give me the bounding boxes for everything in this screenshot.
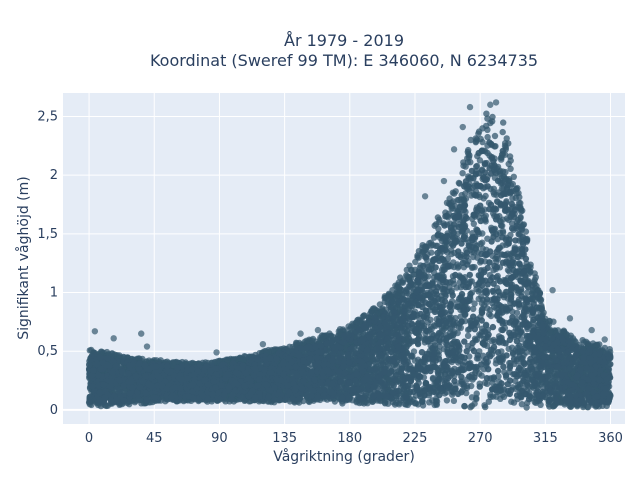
data-point xyxy=(497,395,504,402)
data-point xyxy=(487,312,495,320)
data-point xyxy=(381,293,389,300)
data-point xyxy=(522,228,530,235)
data-point xyxy=(427,242,435,249)
data-point xyxy=(427,316,434,323)
data-point xyxy=(396,401,403,408)
data-point xyxy=(471,300,478,307)
data-point xyxy=(450,397,458,405)
data-point xyxy=(473,242,481,249)
data-point xyxy=(518,401,526,408)
data-point xyxy=(88,346,95,354)
data-point xyxy=(507,157,514,164)
data-point xyxy=(467,159,474,166)
data-point xyxy=(527,261,534,268)
data-point xyxy=(454,264,462,271)
data-point xyxy=(471,400,478,407)
data-point xyxy=(419,244,426,251)
data-point xyxy=(448,203,456,210)
data-point xyxy=(490,185,498,192)
data-point xyxy=(473,390,480,397)
data-point xyxy=(331,398,339,405)
data-point xyxy=(488,338,495,345)
data-point xyxy=(135,355,143,362)
data-point xyxy=(484,133,491,141)
data-point xyxy=(579,337,586,344)
data-point xyxy=(468,394,476,401)
data-points xyxy=(85,110,614,411)
data-point xyxy=(483,110,490,117)
data-point xyxy=(444,212,451,220)
data-point xyxy=(546,318,553,325)
data-point xyxy=(469,253,477,261)
data-point xyxy=(499,128,506,136)
data-point xyxy=(500,119,507,126)
data-point xyxy=(440,326,448,333)
data-point xyxy=(412,258,419,266)
data-point xyxy=(524,289,531,296)
data-point xyxy=(406,399,414,406)
data-point xyxy=(462,163,469,170)
data-point xyxy=(512,194,519,202)
data-point xyxy=(236,354,244,362)
data-point xyxy=(482,322,490,329)
data-point xyxy=(457,284,465,291)
data-point xyxy=(427,323,435,330)
data-point xyxy=(510,173,517,180)
data-point xyxy=(429,374,437,382)
data-point xyxy=(464,342,472,350)
data-point xyxy=(412,400,420,407)
data-point xyxy=(399,277,407,284)
data-point xyxy=(487,393,494,401)
data-point xyxy=(513,185,520,193)
data-point xyxy=(482,192,489,200)
data-point xyxy=(499,242,506,249)
data-point xyxy=(584,404,592,411)
data-point xyxy=(320,332,327,339)
data-point xyxy=(483,380,491,387)
data-point xyxy=(447,279,454,286)
data-point xyxy=(523,404,530,411)
data-point xyxy=(376,301,384,308)
data-point xyxy=(486,259,493,266)
data-point xyxy=(505,176,513,183)
data-point xyxy=(353,319,360,326)
data-point xyxy=(508,344,516,351)
data-point xyxy=(498,185,506,192)
data-point xyxy=(497,167,504,174)
data-point xyxy=(443,397,451,404)
data-point xyxy=(452,188,459,195)
data-point xyxy=(385,376,392,383)
data-point xyxy=(491,132,499,140)
data-point xyxy=(339,326,347,333)
data-point xyxy=(473,163,480,170)
data-point xyxy=(433,398,441,405)
data-point xyxy=(503,135,510,142)
data-point xyxy=(531,276,538,284)
data-point xyxy=(467,136,474,144)
data-point xyxy=(487,119,494,127)
data-point xyxy=(464,332,472,339)
chart-title-line-1: År 1979 - 2019 xyxy=(284,31,404,50)
data-point xyxy=(459,170,466,177)
data-point xyxy=(470,220,477,227)
data-point xyxy=(476,157,484,164)
data-point xyxy=(510,399,518,406)
data-point xyxy=(489,113,496,121)
chart-title-line-2: Koordinat (Sweref 99 TM): E 346060, N 62… xyxy=(150,51,538,70)
data-point xyxy=(493,191,500,199)
data-point xyxy=(465,146,472,154)
data-point xyxy=(596,341,603,348)
data-point xyxy=(415,254,422,261)
data-point xyxy=(455,179,463,187)
data-point xyxy=(502,168,509,176)
